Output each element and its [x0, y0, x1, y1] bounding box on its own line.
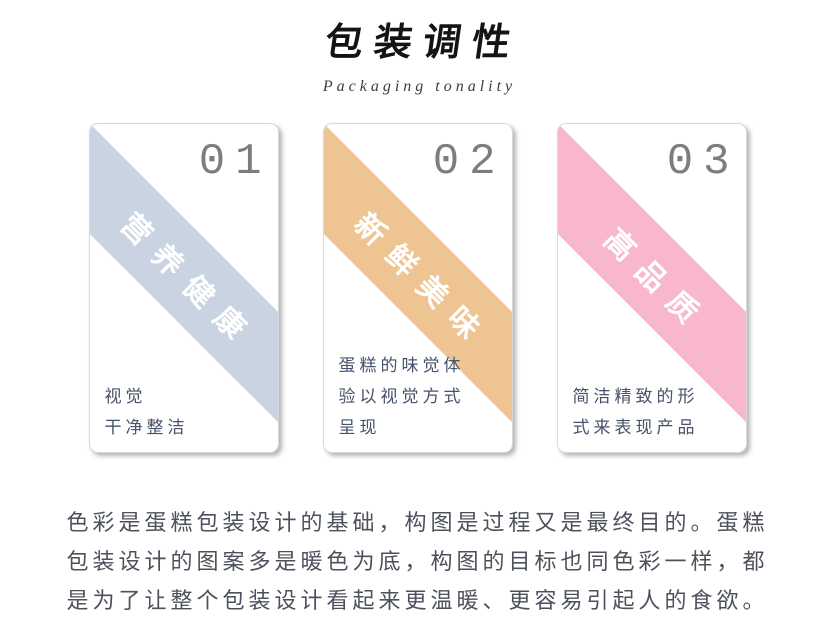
description-wrap: 色彩是蛋糕包装设计的基础，构图是过程又是最终目的。蛋糕 包装设计的图案多是暖色为… — [0, 481, 835, 642]
card-number: 03 — [666, 136, 740, 187]
card-caption: 蛋糕的味觉体 验以视觉方式 呈现 — [338, 355, 465, 437]
cards-row: 营养健康 01 视觉 干净整洁 新鲜美味 02 蛋糕的味觉体 验以视觉方式 呈现… — [0, 122, 835, 453]
ribbon-label: 营养健康 — [113, 207, 261, 356]
header: 包装调性 Packaging tonality — [0, 0, 835, 96]
card-number: 01 — [198, 136, 272, 187]
ribbon-label: 新鲜美味 — [347, 207, 495, 356]
description-paragraph: 色彩是蛋糕包装设计的基础，构图是过程又是最终目的。蛋糕 包装设计的图案多是暖色为… — [66, 509, 769, 613]
card-fresh-delicious: 新鲜美味 02 蛋糕的味觉体 验以视觉方式 呈现 — [322, 122, 513, 453]
card-caption: 视觉 干净整洁 — [104, 386, 189, 437]
page-subtitle: Packaging tonality — [322, 77, 517, 95]
card-high-quality: 高品质 03 简洁精致的形 式来表现产品 — [556, 122, 747, 453]
ribbon-label: 高品质 — [596, 222, 714, 340]
page-title: 包装调性 — [322, 22, 525, 64]
card-caption: 简洁精致的形 式来表现产品 — [572, 386, 699, 437]
card-nutrition-health: 营养健康 01 视觉 干净整洁 — [88, 122, 279, 453]
card-number: 02 — [432, 136, 506, 187]
slide-page: 包装调性 Packaging tonality 营养健康 01 视觉 干净整洁 … — [0, 0, 835, 613]
